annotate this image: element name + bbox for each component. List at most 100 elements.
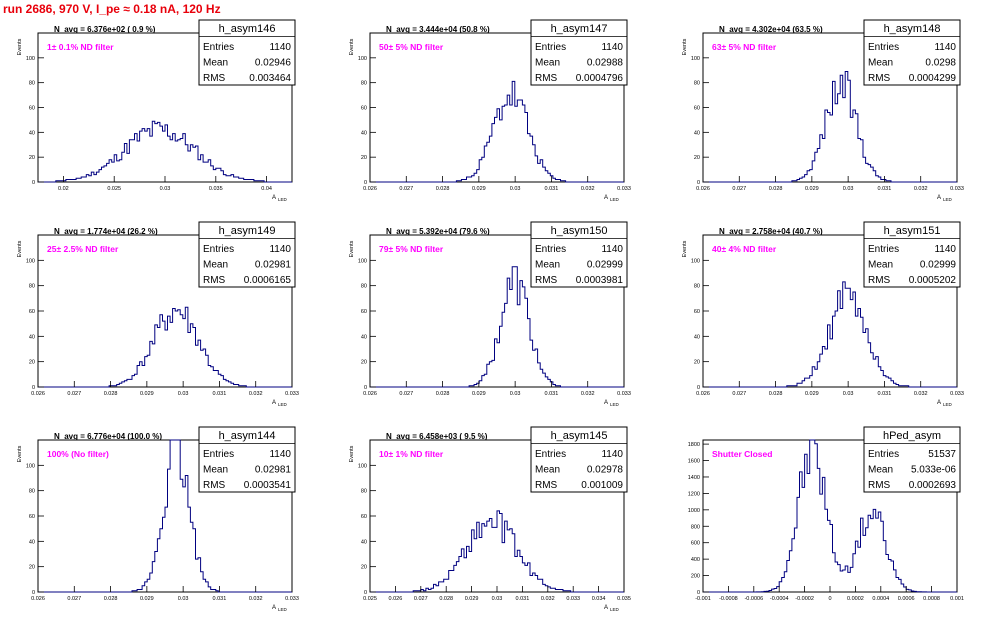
histogram-line bbox=[370, 80, 624, 183]
y-tick-label: 20 bbox=[361, 155, 367, 161]
stat-label: Entries bbox=[535, 449, 566, 460]
x-tick-label: 0.028 bbox=[436, 391, 450, 397]
y-tick-label: 100 bbox=[26, 258, 35, 264]
x-tick-label: 0.03 bbox=[510, 186, 521, 192]
y-tick-label: 20 bbox=[29, 565, 35, 571]
stat-value: 0.02946 bbox=[255, 58, 292, 69]
stats-box bbox=[530, 221, 628, 288]
x-tick-label: 0.026 bbox=[389, 596, 403, 602]
x-tick-label: 0.026 bbox=[363, 391, 377, 397]
histogram-line bbox=[703, 71, 957, 183]
stat-label: Mean bbox=[203, 260, 228, 271]
stat-value: 1140 bbox=[934, 42, 956, 53]
y-tick-label: 60 bbox=[361, 309, 367, 315]
x-tick-label: 0.028 bbox=[439, 596, 453, 602]
histogram-name: h_asym146 bbox=[219, 23, 276, 35]
stat-value: 0.02999 bbox=[587, 260, 624, 271]
x-tick-label: 0.032 bbox=[249, 596, 263, 602]
x-tick-label: 0.026 bbox=[696, 186, 710, 192]
x-tick-label: 0.03 bbox=[178, 391, 189, 397]
x-axis-label: A LED bbox=[604, 195, 620, 202]
x-tick-label: 0.0002 bbox=[847, 596, 864, 602]
x-axis-subscript: LED bbox=[943, 197, 953, 202]
y-axis-label: Events bbox=[682, 240, 688, 257]
stat-label: Mean bbox=[203, 58, 228, 69]
x-tick-label: 0.0004 bbox=[872, 596, 889, 602]
x-tick-label: 0.03 bbox=[510, 391, 521, 397]
x-tick-label: 0.027 bbox=[67, 391, 81, 397]
y-tick-label: 0 bbox=[697, 180, 700, 186]
x-tick-label: 0.033 bbox=[617, 186, 631, 192]
x-tick-label: 0.031 bbox=[878, 186, 892, 192]
x-tick-label: -0.0002 bbox=[795, 596, 814, 602]
navg-label: N_avg = 3.444e+04 (50.8 %) bbox=[386, 25, 490, 34]
navg-label: N_avg = 1.774e+04 (26.2 %) bbox=[54, 227, 158, 236]
y-axis-label: Events bbox=[17, 240, 23, 257]
histogram-name: hPed_asym bbox=[883, 430, 941, 442]
y-tick-label: 80 bbox=[361, 81, 367, 87]
x-tick-label: 0.031 bbox=[213, 596, 227, 602]
y-tick-label: 200 bbox=[691, 574, 700, 580]
y-tick-label: 80 bbox=[361, 489, 367, 495]
y-tick-label: 80 bbox=[694, 81, 700, 87]
x-axis-subscript: LED bbox=[610, 607, 620, 612]
stat-value: 0.02981 bbox=[255, 465, 292, 476]
stat-value: 0.0003981 bbox=[576, 275, 624, 286]
stats-box bbox=[198, 426, 296, 493]
histogram-name: h_asym145 bbox=[551, 430, 608, 442]
stat-value: 1140 bbox=[601, 244, 623, 255]
y-tick-label: 80 bbox=[29, 81, 35, 87]
x-axis-subscript: LED bbox=[278, 607, 288, 612]
stat-value: 1140 bbox=[601, 42, 623, 53]
histogram-name: h_asym144 bbox=[219, 430, 276, 442]
histogram-name: h_asym150 bbox=[551, 225, 608, 237]
x-tick-label: 0.025 bbox=[107, 186, 121, 192]
x-tick-label: 0.026 bbox=[31, 596, 45, 602]
x-tick-label: 0.027 bbox=[732, 186, 746, 192]
stat-value: 0.02988 bbox=[587, 58, 624, 69]
x-tick-label: 0.032 bbox=[581, 186, 595, 192]
navg-label: N_avg = 6.376e+02 ( 0.9 %) bbox=[54, 25, 156, 34]
y-axis-label: Events bbox=[17, 38, 23, 55]
stat-value: 0.02999 bbox=[920, 260, 957, 271]
y-tick-label: 0 bbox=[32, 180, 35, 186]
navg-label: N_avg = 4.302e+04 (63.5 %) bbox=[719, 25, 823, 34]
stat-value: 1140 bbox=[269, 42, 291, 53]
x-tick-label: 0.028 bbox=[436, 186, 450, 192]
filter-annotation: 63± 5% ND filter bbox=[712, 42, 777, 52]
x-tick-label: 0.027 bbox=[732, 391, 746, 397]
x-axis-label: A LED bbox=[272, 400, 288, 407]
stat-value: 0.0003541 bbox=[244, 480, 292, 491]
y-tick-label: 60 bbox=[29, 514, 35, 520]
stat-label: Entries bbox=[535, 42, 566, 53]
filter-annotation: 100% (No filter) bbox=[47, 449, 109, 459]
y-axis-label: Events bbox=[349, 445, 355, 462]
x-tick-label: 0.03 bbox=[178, 596, 189, 602]
y-tick-label: 60 bbox=[29, 106, 35, 112]
x-tick-label: 0.0008 bbox=[923, 596, 940, 602]
stat-label: Entries bbox=[868, 244, 899, 255]
x-tick-label: 0.028 bbox=[104, 391, 118, 397]
stat-value: 1140 bbox=[269, 449, 291, 460]
x-tick-label: 0.028 bbox=[769, 391, 783, 397]
x-tick-label: 0.031 bbox=[545, 391, 559, 397]
histogram-name: h_asym149 bbox=[219, 225, 276, 237]
x-tick-label: 0.033 bbox=[617, 391, 631, 397]
x-tick-label: 0.029 bbox=[472, 391, 486, 397]
stats-box bbox=[863, 426, 961, 493]
y-tick-label: 40 bbox=[694, 334, 700, 340]
stat-value: 51537 bbox=[928, 449, 956, 460]
stat-label: RMS bbox=[203, 275, 226, 286]
histogram-name: h_asym147 bbox=[551, 23, 608, 35]
stat-value: 0.0004796 bbox=[576, 73, 624, 84]
y-tick-label: 600 bbox=[691, 541, 700, 547]
x-tick-label: 0.032 bbox=[914, 186, 928, 192]
y-tick-label: 0 bbox=[697, 590, 700, 596]
stats-box bbox=[530, 19, 628, 86]
x-tick-label: 0.027 bbox=[399, 391, 413, 397]
stat-label: RMS bbox=[535, 275, 558, 286]
y-tick-label: 40 bbox=[361, 334, 367, 340]
